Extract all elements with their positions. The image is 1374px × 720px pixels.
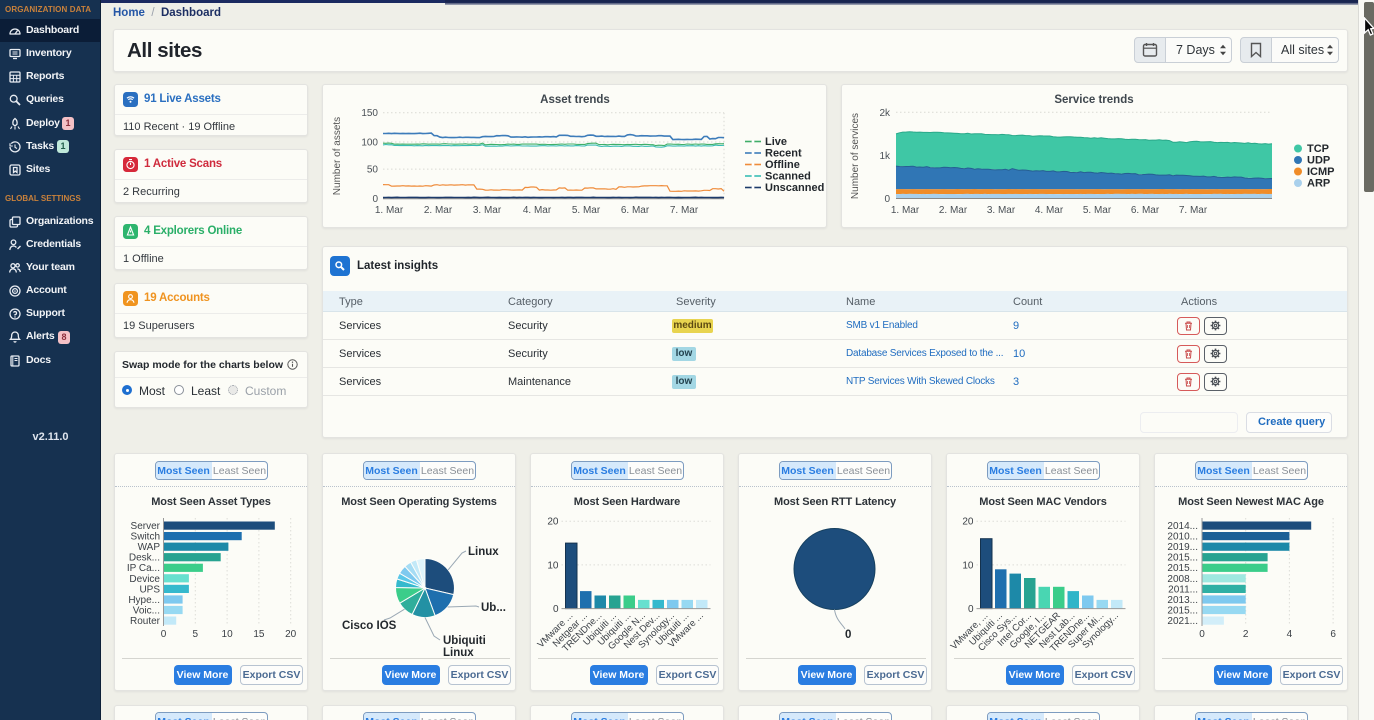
svg-text:Linux: Linux [468,546,499,558]
svg-text:2014...: 2014... [1167,521,1198,532]
svg-text:100: 100 [361,138,378,149]
svg-text:4. Mar: 4. Mar [1035,205,1064,216]
svg-text:Service trends: Service trends [1054,94,1133,106]
svg-text:0: 0 [161,629,167,640]
svg-text:Ub...: Ub... [481,602,506,614]
svg-text:Device: Device [129,574,160,585]
svg-text:Recent: Recent [765,148,802,160]
svg-text:6: 6 [1330,629,1336,640]
svg-text:Offline: Offline [765,159,800,171]
svg-text:7. Mar: 7. Mar [670,205,699,216]
svg-text:150: 150 [361,108,378,119]
svg-text:Voic...: Voic... [133,605,160,616]
svg-text:1. Mar: 1. Mar [891,205,920,216]
svg-text:TCP: TCP [1307,143,1329,155]
svg-text:0: 0 [372,194,378,205]
svg-text:2011...: 2011... [1168,584,1198,595]
svg-text:UPS: UPS [139,584,160,595]
svg-text:Hype...: Hype... [128,595,160,606]
svg-text:ICMP: ICMP [1307,166,1335,178]
svg-text:UDP: UDP [1307,155,1330,167]
svg-text:0: 0 [845,629,851,641]
svg-text:5. Mar: 5. Mar [572,205,601,216]
svg-text:2008...: 2008... [1167,574,1198,585]
svg-text:Linux: Linux [443,647,474,657]
svg-text:Scanned: Scanned [765,171,811,183]
svg-text:5: 5 [193,629,199,640]
svg-text:20: 20 [285,629,297,640]
svg-text:2010...: 2010... [1167,532,1198,543]
svg-text:0: 0 [968,604,974,615]
svg-text:1. Mar: 1. Mar [375,205,404,216]
svg-text:Server: Server [131,521,161,532]
svg-text:3. Mar: 3. Mar [473,205,502,216]
svg-text:Number of services: Number of services [850,113,861,199]
svg-text:2015...: 2015... [1167,563,1198,574]
svg-text:WAP: WAP [138,542,161,553]
svg-text:10: 10 [962,561,974,572]
svg-text:Asset trends: Asset trends [540,94,610,106]
svg-text:20: 20 [547,517,559,528]
svg-text:IP Ca...: IP Ca... [127,563,160,574]
svg-text:4. Mar: 4. Mar [523,205,552,216]
svg-text:7. Mar: 7. Mar [1179,205,1208,216]
svg-text:0: 0 [884,194,890,205]
svg-text:Number of assets: Number of assets [332,117,343,195]
svg-text:15: 15 [253,629,265,640]
svg-text:10: 10 [222,629,234,640]
svg-text:ARP: ARP [1307,178,1330,190]
svg-text:0: 0 [1199,629,1205,640]
svg-text:2k: 2k [879,108,891,119]
svg-text:20: 20 [962,517,974,528]
svg-text:50: 50 [367,165,379,176]
svg-text:2021...: 2021... [1167,616,1198,627]
svg-text:2015...: 2015... [1167,605,1198,616]
svg-text:6. Mar: 6. Mar [621,205,650,216]
svg-text:0: 0 [553,604,559,615]
svg-text:2015...: 2015... [1167,553,1198,564]
svg-text:4: 4 [1287,629,1293,640]
svg-text:3. Mar: 3. Mar [987,205,1016,216]
svg-text:Router: Router [130,616,161,627]
svg-text:10: 10 [547,561,559,572]
svg-text:5. Mar: 5. Mar [1083,205,1112,216]
svg-text:2013...: 2013... [1167,595,1198,606]
svg-text:6. Mar: 6. Mar [1131,205,1160,216]
svg-text:Switch: Switch [131,532,160,543]
svg-text:2019...: 2019... [1167,542,1198,553]
svg-text:Live: Live [765,136,787,148]
svg-text:Ubiquiti: Ubiquiti [443,635,486,647]
svg-text:1k: 1k [879,151,891,162]
svg-text:Cisco IOS: Cisco IOS [342,620,397,632]
svg-text:2. Mar: 2. Mar [424,205,453,216]
svg-text:2: 2 [1243,629,1249,640]
svg-text:Unscanned: Unscanned [765,182,824,194]
svg-text:2. Mar: 2. Mar [939,205,968,216]
svg-text:Desk...: Desk... [129,553,160,564]
